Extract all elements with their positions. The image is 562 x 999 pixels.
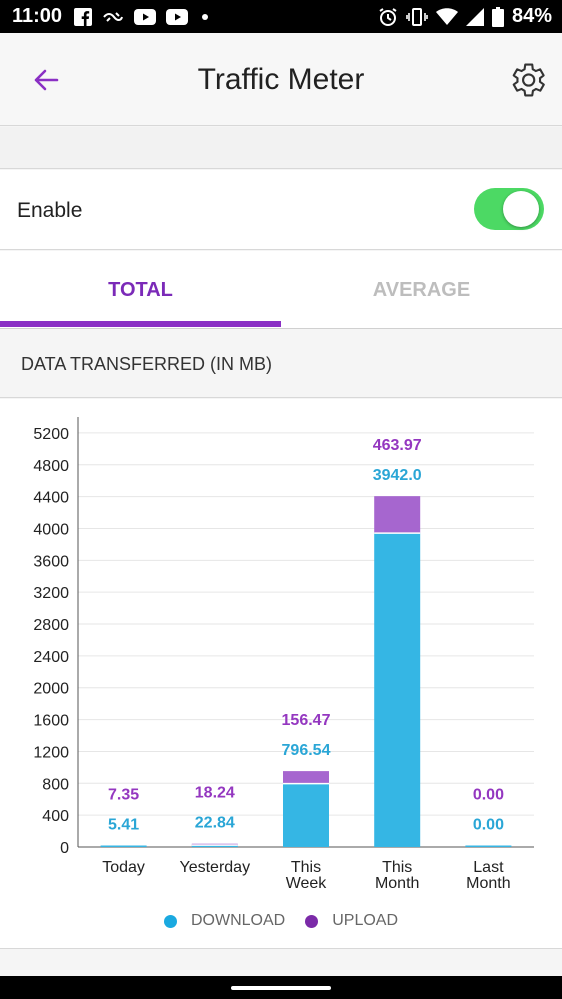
x-tick-label: This <box>291 859 321 876</box>
youtube-icon <box>166 8 189 25</box>
status-right-icons: 84% <box>378 5 552 28</box>
y-tick-label: 3600 <box>33 553 69 570</box>
gear-icon <box>512 63 545 97</box>
data-saver-icon <box>102 8 124 26</box>
data-label-upload: 156.47 <box>282 712 331 729</box>
legend-dot-upload <box>305 914 319 928</box>
tab-total[interactable]: TOTAL <box>108 278 173 301</box>
status-left-icons <box>74 7 212 26</box>
facebook-icon <box>74 7 93 26</box>
y-tick-label: 800 <box>42 776 69 793</box>
system-nav-bar <box>0 976 562 999</box>
data-label-upload: 18.24 <box>195 785 235 802</box>
x-tick-label: Yesterday <box>180 859 251 876</box>
vibrate-icon <box>406 7 428 27</box>
y-tick-label: 2800 <box>33 617 69 634</box>
bar-download <box>100 845 147 847</box>
legend-label-upload: UPLOAD <box>332 912 399 929</box>
x-tick-label: This <box>382 859 412 876</box>
bar-download <box>283 783 329 847</box>
x-tick-label: Week <box>286 875 328 892</box>
alarm-icon <box>378 7 398 27</box>
x-tick-label: Last <box>473 859 504 876</box>
y-tick-label: 4400 <box>33 490 69 507</box>
tab-bar: TOTAL AVERAGE <box>0 251 562 329</box>
chart-card: 0 400 800 1200 1600 2000 2400 2800 3200 3600 4000 4… <box>0 399 562 949</box>
traffic-chart: 0 400 800 1200 1600 2000 2400 2800 3200 3600 4000 4… <box>33 417 534 892</box>
y-tick-label: 0 <box>60 840 69 857</box>
bar-upload <box>283 771 329 784</box>
page-title: Traffic Meter <box>197 63 365 96</box>
x-tick-label: Month <box>466 875 510 892</box>
legend-dot-download <box>163 914 177 928</box>
data-label-download: 796.54 <box>282 742 331 759</box>
wifi-icon <box>435 7 458 26</box>
dot-icon <box>198 10 212 24</box>
battery-percent: 84% <box>511 5 552 27</box>
bar-upload <box>374 496 421 534</box>
bar-download <box>191 845 238 847</box>
chart-legend: DOWNLOAD UPLOAD <box>0 912 562 930</box>
status-bar: 11:00 84% <box>0 0 562 33</box>
signal-icon <box>465 7 484 26</box>
back-button[interactable] <box>26 63 66 97</box>
data-label-download: 22.84 <box>195 815 235 832</box>
battery-icon <box>491 6 504 27</box>
x-tick-label: Month <box>375 875 419 892</box>
y-tick-label: 4800 <box>33 458 69 475</box>
legend-item-upload: UPLOAD <box>305 912 398 930</box>
spacer <box>0 127 562 169</box>
bar-download <box>465 845 512 847</box>
enable-label: Enable <box>17 199 83 222</box>
legend-item-download: DOWNLOAD <box>163 912 286 930</box>
y-tick-label: 2000 <box>33 681 69 698</box>
home-handle[interactable] <box>231 986 331 990</box>
youtube-icon <box>134 8 157 25</box>
y-tick-label: 1600 <box>33 713 69 730</box>
section-header: DATA TRANSFERRED (IN MB) <box>0 330 562 398</box>
toggle-knob[interactable] <box>503 191 539 227</box>
y-tick-label: 5200 <box>33 426 69 443</box>
bottom-area <box>0 950 562 976</box>
status-time: 11:00 <box>12 5 63 27</box>
app-bar: Traffic Meter <box>0 33 562 126</box>
x-tick-label: Today <box>102 859 145 876</box>
y-tick-label: 1200 <box>33 744 69 761</box>
data-label-upload: 7.35 <box>108 787 139 804</box>
data-label-download: 0.00 <box>473 817 504 834</box>
data-label-download: 5.41 <box>108 817 139 834</box>
section-title: DATA TRANSFERRED (IN MB) <box>21 354 273 374</box>
y-tick-label: 4000 <box>33 521 69 538</box>
settings-button[interactable] <box>504 57 550 103</box>
enable-row: Enable <box>0 170 562 250</box>
bar-download <box>374 533 421 847</box>
data-label-download: 3942.0 <box>373 467 422 484</box>
data-label-upload: 0.00 <box>473 787 504 804</box>
tab-active-indicator <box>0 321 281 327</box>
y-tick-label: 400 <box>42 808 69 825</box>
arrow-left-icon <box>34 69 59 91</box>
legend-label-download: DOWNLOAD <box>190 912 286 929</box>
data-label-upload: 463.97 <box>373 437 422 454</box>
y-tick-label: 3200 <box>33 585 69 602</box>
tab-average[interactable]: AVERAGE <box>372 278 471 301</box>
y-tick-label: 2400 <box>33 649 69 666</box>
